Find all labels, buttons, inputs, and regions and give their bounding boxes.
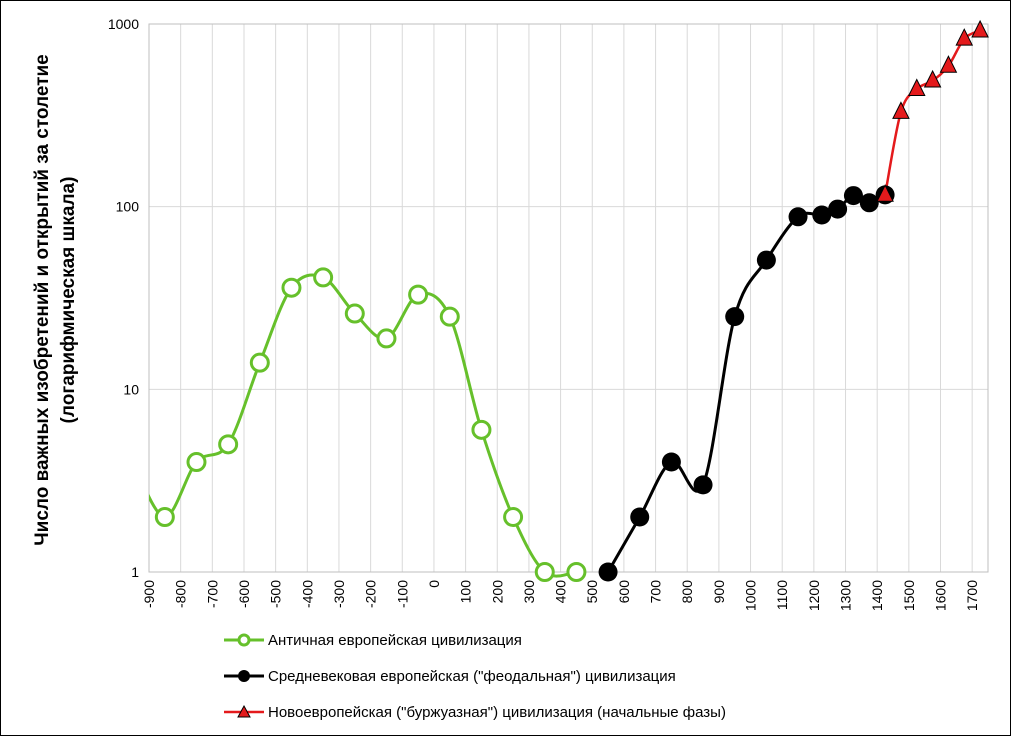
data-point-antique <box>281 277 302 298</box>
data-point-medieval <box>661 452 681 472</box>
data-point-antique <box>249 352 270 373</box>
legend-marker-antique <box>237 633 251 647</box>
x-tick-label: 1600 <box>933 580 949 611</box>
legend-marker-modern <box>237 704 251 718</box>
data-point-medieval <box>756 250 776 270</box>
legend-swatch-antique <box>224 633 264 647</box>
x-tick-label: -900 <box>141 580 157 608</box>
x-tick-label: 300 <box>521 580 537 604</box>
data-point-medieval <box>828 199 848 219</box>
x-tick-label: 800 <box>679 580 695 604</box>
legend-item-antique: Античная европейская цивилизация <box>222 622 982 658</box>
x-tick-label: 900 <box>711 580 727 604</box>
x-tick-label: -800 <box>173 580 189 608</box>
data-point-medieval <box>812 205 832 225</box>
data-point-modern <box>892 101 910 119</box>
data-point-medieval <box>725 307 745 327</box>
data-point-modern <box>939 55 958 73</box>
data-point-antique <box>566 562 587 582</box>
y-tick-label: 10 <box>123 381 139 397</box>
legend-item-medieval: Средневековая европейская ("феодальная")… <box>222 658 982 694</box>
y-tick-label: 1 <box>131 564 139 580</box>
x-tick-label: -200 <box>363 580 379 608</box>
x-tick-label: 0 <box>426 580 442 588</box>
y-tick-label: 100 <box>116 199 140 215</box>
data-point-medieval <box>693 475 713 495</box>
legend-label-antique: Античная европейская цивилизация <box>268 631 522 649</box>
data-point-modern <box>971 19 989 38</box>
legend-label-modern: Новоевропейская ("буржуазная") цивилизац… <box>268 703 726 721</box>
legend-swatch-modern <box>224 704 264 718</box>
x-tick-label: -100 <box>394 580 410 608</box>
y-tick-label: 1000 <box>108 16 139 32</box>
x-tick-label: -300 <box>331 580 347 608</box>
data-point-antique <box>376 328 397 349</box>
x-tick-label: 600 <box>616 580 632 604</box>
x-tick-label: 100 <box>458 580 474 604</box>
x-tick-label: 700 <box>648 580 664 604</box>
data-point-antique <box>439 306 460 327</box>
x-tick-label: 1400 <box>869 580 885 611</box>
data-point-antique <box>408 284 429 305</box>
data-point-antique <box>534 562 555 582</box>
data-point-antique <box>471 419 492 440</box>
data-point-medieval <box>788 207 808 227</box>
data-point-antique <box>503 507 524 528</box>
data-point-antique <box>344 303 365 324</box>
data-point-antique <box>313 267 334 288</box>
legend-marker-medieval <box>238 670 250 682</box>
x-tick-label: -700 <box>204 580 220 608</box>
legend-label-medieval: Средневековая европейская ("феодальная")… <box>268 667 676 685</box>
x-tick-label: 1200 <box>806 580 822 611</box>
data-point-antique <box>218 434 239 455</box>
x-tick-label: 1700 <box>964 580 980 611</box>
x-tick-label: 400 <box>553 580 569 604</box>
x-tick-label: -400 <box>299 580 315 608</box>
data-point-modern <box>923 69 942 88</box>
data-point-antique <box>154 507 175 528</box>
data-point-medieval <box>598 562 618 582</box>
x-tick-label: 1500 <box>901 580 917 611</box>
legend-swatch-medieval <box>224 670 264 682</box>
data-point-modern <box>907 78 926 97</box>
legend-item-modern: Новоевропейская ("буржуазная") цивилизац… <box>222 694 982 730</box>
data-point-medieval <box>843 186 863 206</box>
data-point-modern <box>876 184 894 202</box>
x-tick-label: -500 <box>268 580 284 608</box>
x-tick-label: 1300 <box>838 580 854 611</box>
x-tick-label: 1100 <box>774 580 790 610</box>
x-tick-label: -600 <box>236 580 252 608</box>
data-point-modern <box>955 28 974 46</box>
data-point-medieval <box>859 193 879 213</box>
data-point-medieval <box>630 507 650 527</box>
x-tick-label: 200 <box>489 580 505 604</box>
x-tick-label: 500 <box>584 580 600 604</box>
data-point-antique <box>186 452 207 473</box>
legend: Античная европейская цивилизация Среднев… <box>222 622 982 730</box>
x-tick-label: 1000 <box>743 580 759 611</box>
plot-area <box>149 24 988 572</box>
